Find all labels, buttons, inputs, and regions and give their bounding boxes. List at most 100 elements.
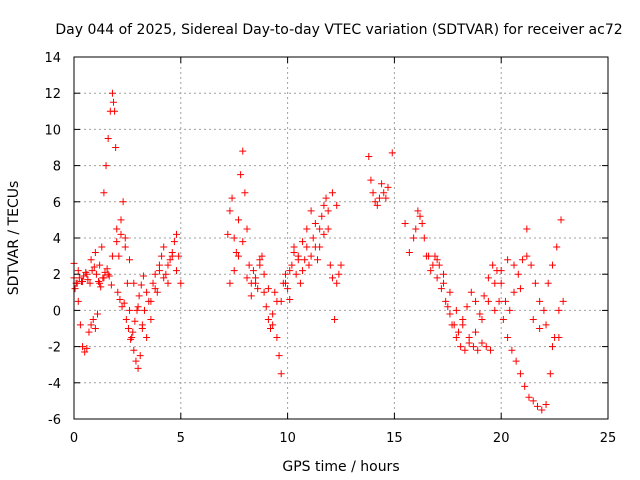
data-point <box>228 194 236 202</box>
data-point <box>168 252 176 260</box>
data-point <box>267 325 275 332</box>
data-point <box>93 310 101 318</box>
x-tick-label: 10 <box>279 431 296 446</box>
data-points <box>70 89 567 414</box>
data-point <box>529 315 537 323</box>
data-point <box>296 279 304 287</box>
data-point <box>234 252 242 260</box>
data-point <box>553 243 561 251</box>
data-point <box>260 270 268 278</box>
data-point <box>501 297 509 305</box>
y-tick-label: 6 <box>53 196 61 211</box>
data-point <box>516 370 524 378</box>
series-seg9 <box>433 225 563 351</box>
series-seg7 <box>401 207 567 414</box>
data-point <box>555 334 563 342</box>
data-point <box>446 310 454 318</box>
data-point <box>469 343 477 351</box>
data-point <box>133 306 141 314</box>
data-point <box>555 306 563 314</box>
data-point <box>89 315 97 323</box>
data-point <box>87 256 95 264</box>
data-point <box>288 261 296 269</box>
data-point <box>175 252 183 260</box>
data-point <box>510 288 518 296</box>
data-point <box>82 268 90 276</box>
data-point <box>166 256 174 264</box>
data-point <box>504 256 512 264</box>
data-point <box>269 310 277 318</box>
data-point <box>311 220 319 228</box>
data-point <box>80 272 88 280</box>
data-point <box>491 279 499 287</box>
data-point <box>316 243 324 251</box>
data-point <box>76 321 84 329</box>
data-point <box>544 279 552 287</box>
data-point <box>472 297 480 305</box>
data-point <box>328 189 336 197</box>
data-point <box>252 279 260 287</box>
data-point <box>96 279 104 287</box>
data-point <box>224 230 232 238</box>
data-point <box>116 296 124 304</box>
data-point <box>286 296 294 304</box>
x-tick-labels: 0 5 10 15 20 25 <box>70 431 616 446</box>
data-point <box>160 274 168 282</box>
data-point <box>525 393 533 401</box>
data-point <box>131 317 139 325</box>
data-point <box>504 334 512 342</box>
data-point <box>102 162 110 170</box>
data-point <box>107 281 115 289</box>
data-point <box>516 285 524 293</box>
data-point <box>476 310 484 318</box>
data-point <box>425 252 433 260</box>
data-point <box>121 243 129 251</box>
x-tick-label: 5 <box>177 431 185 446</box>
data-point <box>262 303 270 311</box>
data-point <box>487 346 495 354</box>
data-point <box>121 234 129 242</box>
data-point <box>97 283 105 291</box>
data-point <box>292 270 300 278</box>
data-point <box>153 288 161 296</box>
y-tick-label: 2 <box>53 268 61 283</box>
data-point <box>521 382 529 390</box>
data-point <box>369 189 377 197</box>
data-point <box>499 315 507 323</box>
data-point <box>322 194 330 202</box>
data-point <box>129 328 137 336</box>
x-tick-label: 0 <box>70 431 78 446</box>
data-point <box>260 288 268 296</box>
data-point <box>440 279 448 287</box>
data-point <box>126 256 134 264</box>
data-point <box>318 212 326 220</box>
data-point <box>506 306 514 314</box>
data-point <box>431 252 439 260</box>
data-point <box>367 176 375 184</box>
data-point <box>269 321 277 329</box>
data-point <box>158 252 166 260</box>
data-point <box>103 265 111 273</box>
data-point <box>243 225 251 233</box>
data-point <box>542 401 550 409</box>
chart-title: Day 044 of 2025, Sidereal Day-to-day VTE… <box>55 22 622 38</box>
data-point <box>132 357 140 365</box>
data-point <box>519 256 527 264</box>
x-tick-label: 25 <box>600 431 617 446</box>
data-point <box>226 207 234 215</box>
data-point <box>412 225 420 233</box>
data-point <box>232 248 240 256</box>
data-point <box>143 288 151 296</box>
data-point <box>401 220 409 228</box>
y-tick-label: -2 <box>48 341 61 356</box>
data-point <box>160 243 168 251</box>
data-point <box>81 348 89 356</box>
data-point <box>113 238 121 246</box>
data-point <box>333 279 341 287</box>
data-point <box>491 306 499 314</box>
data-point <box>320 201 328 209</box>
data-point <box>151 270 159 278</box>
data-point <box>429 261 437 269</box>
data-point <box>85 328 93 336</box>
y-tick-label: 14 <box>44 51 61 66</box>
